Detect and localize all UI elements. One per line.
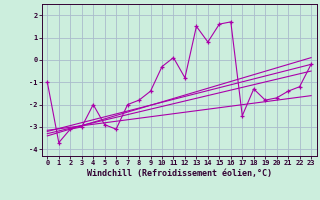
X-axis label: Windchill (Refroidissement éolien,°C): Windchill (Refroidissement éolien,°C) (87, 169, 272, 178)
